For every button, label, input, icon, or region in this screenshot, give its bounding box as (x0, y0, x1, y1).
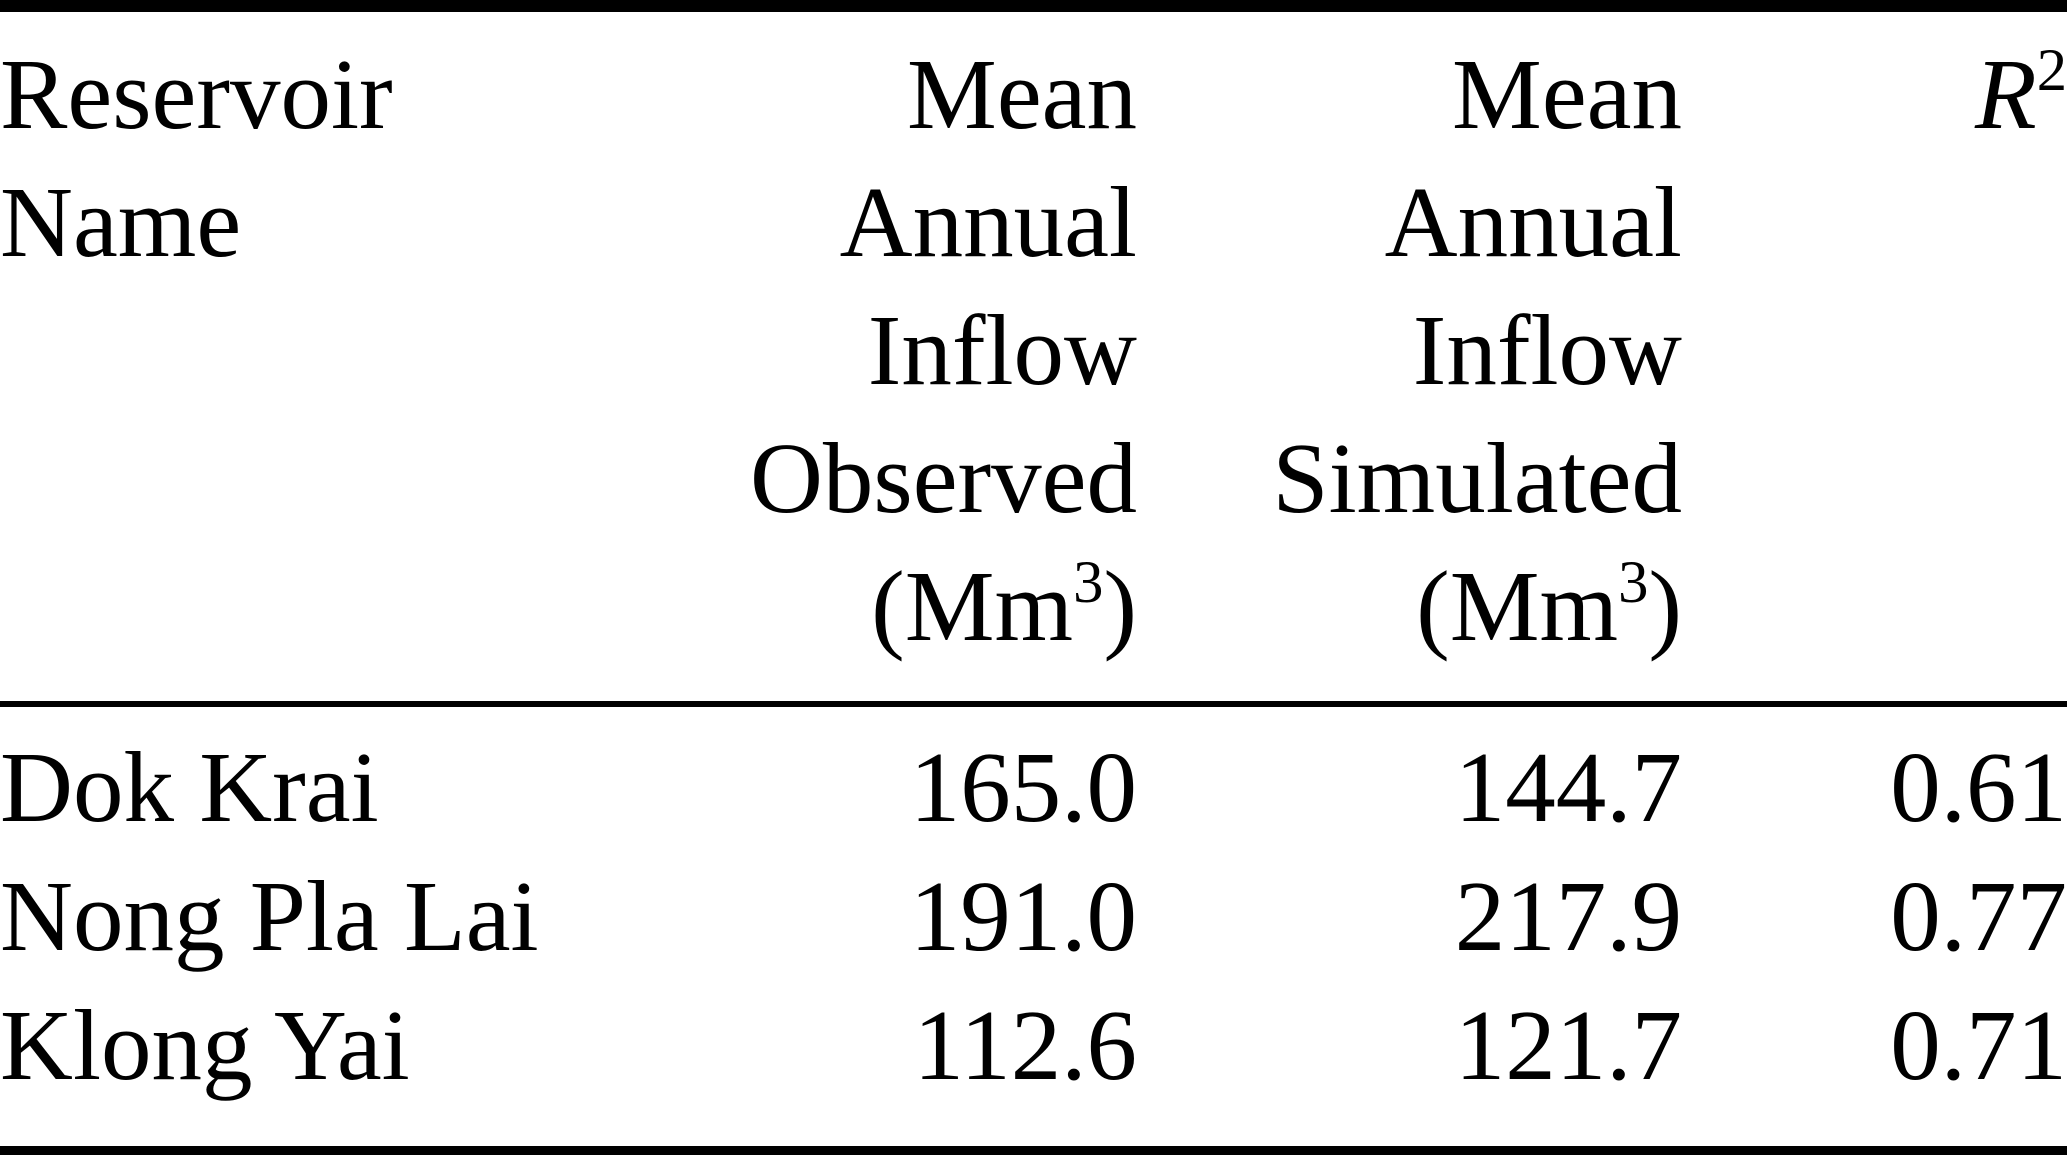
cell-reservoir-name: Dok Krai (0, 731, 379, 843)
cell-observed-inflow: 165.0 (909, 731, 1137, 843)
header-line: Name (0, 166, 242, 278)
unit-open: (Mm (1416, 550, 1619, 662)
cell-r-squared: 0.61 (1890, 731, 2067, 843)
header-line: Simulated (1272, 422, 1682, 534)
unit-open: (Mm (871, 550, 1074, 662)
table-row: Nong Pla Lai 191.0 217.9 0.77 (0, 852, 2067, 981)
cell-simulated-inflow: 144.7 (1454, 731, 1682, 843)
cell-r-squared: 0.77 (1890, 860, 2067, 972)
r-symbol: R (1975, 38, 2037, 150)
cell-observed-inflow: 112.6 (913, 989, 1137, 1101)
header-col-r-squared: R2 (1682, 12, 2067, 707)
r-superscript: 2 (2036, 37, 2067, 105)
table-top-rule (0, 0, 2067, 12)
header-line: Annual (839, 166, 1137, 278)
unit-superscript: 3 (1073, 549, 1104, 617)
header-col-observed-inflow: Mean Annual Inflow Observed (Mm3) (700, 12, 1137, 707)
header-line: Annual (1384, 166, 1682, 278)
header-line: Mean (1452, 38, 1682, 150)
cell-simulated-inflow: 217.9 (1454, 860, 1682, 972)
unit-superscript: 3 (1618, 549, 1649, 617)
cell-reservoir-name: Nong Pla Lai (0, 860, 539, 972)
header-unit: (Mm3) (1137, 542, 1682, 670)
cell-simulated-inflow: 121.7 (1454, 989, 1682, 1101)
header-line: Inflow (1412, 294, 1682, 406)
cell-r-squared: 0.71 (1890, 989, 2067, 1101)
header-col-simulated-inflow: Mean Annual Inflow Simulated (Mm3) (1137, 12, 1682, 707)
header-line: Observed (749, 422, 1137, 534)
cell-reservoir-name: Klong Yai (0, 989, 410, 1101)
header-row: Reservoir Name Mean Annual Inflow Observ… (0, 12, 2067, 707)
unit-close: ) (1648, 550, 1682, 662)
header-line: Inflow (867, 294, 1137, 406)
table-bottom-rule (0, 1146, 2067, 1155)
reservoir-inflow-table: Reservoir Name Mean Annual Inflow Observ… (0, 12, 2067, 1110)
table-row: Dok Krai 165.0 144.7 0.61 (0, 704, 2067, 852)
unit-close: ) (1103, 550, 1137, 662)
header-col-reservoir-name: Reservoir Name (0, 12, 700, 707)
header-line: Reservoir (0, 38, 393, 150)
table-row: Klong Yai 112.6 121.7 0.71 (0, 981, 2067, 1110)
cell-observed-inflow: 191.0 (909, 860, 1137, 972)
header-unit: (Mm3) (700, 542, 1137, 670)
header-line: Mean (907, 38, 1137, 150)
